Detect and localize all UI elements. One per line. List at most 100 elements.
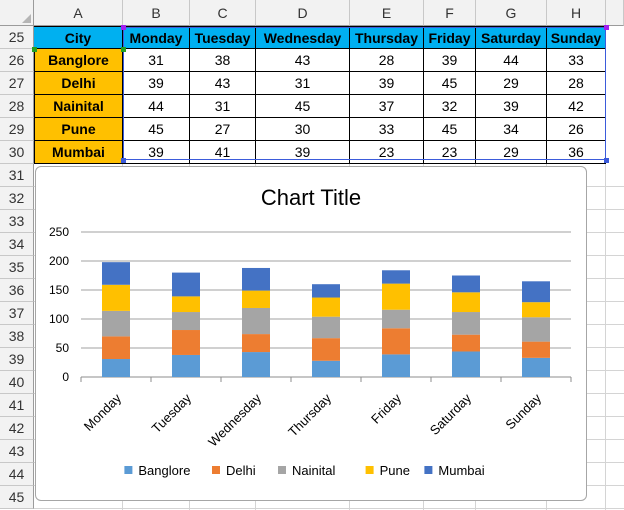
value-cell[interactable]: 30 [256, 118, 350, 141]
value-cell[interactable]: 28 [350, 49, 424, 72]
value-cell[interactable]: 26 [547, 118, 606, 141]
row-header-40[interactable]: 40 [0, 371, 34, 394]
column-header-h[interactable]: H [547, 0, 606, 26]
column-header-b[interactable]: B [123, 0, 190, 26]
header-cell-day[interactable]: Friday [424, 26, 476, 49]
bar-segment-banglore [452, 351, 480, 377]
legend-label: Mumbai [438, 463, 484, 478]
value-cell[interactable]: 32 [424, 95, 476, 118]
row-header-39[interactable]: 39 [0, 348, 34, 371]
value-cell[interactable]: 23 [424, 141, 476, 164]
column-header-next[interactable] [606, 0, 624, 26]
row-header-42[interactable]: 42 [0, 417, 34, 440]
value-cell[interactable]: 29 [476, 141, 547, 164]
value-cell[interactable]: 44 [123, 95, 190, 118]
city-cell[interactable]: Pune [34, 118, 123, 141]
value-cell[interactable]: 39 [424, 49, 476, 72]
value-cell[interactable]: 23 [350, 141, 424, 164]
row-header-34[interactable]: 34 [0, 233, 34, 256]
chart-area[interactable]: Chart Title 0 50 100 150 200 250 Monday Tuesday W… [35, 166, 587, 501]
range-handle-top-right[interactable] [604, 25, 609, 30]
row-header-28[interactable]: 28 [0, 95, 34, 118]
value-cell[interactable]: 39 [256, 141, 350, 164]
row-header-45[interactable]: 45 [0, 486, 34, 509]
column-header-f[interactable]: F [424, 0, 476, 26]
legend-swatch-nainital [278, 466, 286, 474]
column-header-e[interactable]: E [350, 0, 424, 26]
chart-title: Chart Title [261, 185, 361, 210]
bar-segment-mumbai [382, 270, 410, 284]
row-header-31[interactable]: 31 [0, 164, 34, 187]
x-tick-label: Saturday [427, 390, 475, 438]
value-cell[interactable]: 31 [190, 95, 256, 118]
value-cell[interactable]: 33 [350, 118, 424, 141]
row-header-26[interactable]: 26 [0, 49, 34, 72]
value-cell[interactable]: 36 [547, 141, 606, 164]
column-header-d[interactable]: D [256, 0, 350, 26]
value-cell[interactable]: 39 [123, 72, 190, 95]
row-header-29[interactable]: 29 [0, 118, 34, 141]
value-cell[interactable]: 33 [547, 49, 606, 72]
row-header-30[interactable]: 30 [0, 141, 34, 164]
bar-segment-mumbai [102, 262, 130, 285]
value-cell[interactable]: 39 [476, 95, 547, 118]
value-cell[interactable]: 44 [476, 49, 547, 72]
row-header-27[interactable]: 27 [0, 72, 34, 95]
y-tick-label: 100 [49, 312, 69, 326]
row-header-37[interactable]: 37 [0, 302, 34, 325]
row-header-32[interactable]: 32 [0, 187, 34, 210]
value-cell[interactable]: 45 [424, 118, 476, 141]
legend-swatch-delhi [212, 466, 220, 474]
city-cell[interactable]: Delhi [34, 72, 123, 95]
row-header-35[interactable]: 35 [0, 256, 34, 279]
row-header-38[interactable]: 38 [0, 325, 34, 348]
empty-row[interactable] [34, 486, 624, 509]
range-handle-bottom-left[interactable] [121, 158, 126, 163]
select-all-corner[interactable] [0, 0, 34, 26]
value-cell[interactable]: 29 [476, 72, 547, 95]
column-header-g[interactable]: G [476, 0, 547, 26]
bar-segment-mumbai [452, 275, 480, 293]
value-cell[interactable]: 41 [190, 141, 256, 164]
value-cell[interactable]: 37 [350, 95, 424, 118]
value-cell[interactable]: 45 [424, 72, 476, 95]
header-cell-day[interactable]: Monday [123, 26, 190, 49]
city-cell[interactable]: Nainital [34, 95, 123, 118]
range-handle-top-left[interactable] [121, 25, 126, 30]
city-cell[interactable]: Banglore [34, 49, 123, 72]
value-cell[interactable]: 34 [476, 118, 547, 141]
value-cell[interactable]: 31 [123, 49, 190, 72]
row-header-25[interactable]: 25 [0, 26, 34, 49]
header-cell-day[interactable]: Tuesday [190, 26, 256, 49]
column-header-a[interactable]: A [34, 0, 123, 26]
value-cell[interactable]: 28 [547, 72, 606, 95]
header-cell-day[interactable]: Thursday [350, 26, 424, 49]
value-cell[interactable]: 31 [256, 72, 350, 95]
row-header-44[interactable]: 44 [0, 463, 34, 486]
value-cell[interactable]: 39 [350, 72, 424, 95]
row-header-43[interactable]: 43 [0, 440, 34, 463]
range-handle-bottom-right[interactable] [604, 158, 609, 163]
value-cell[interactable]: 45 [123, 118, 190, 141]
bar-segment-pune [102, 284, 130, 311]
value-cell[interactable]: 27 [190, 118, 256, 141]
column-header-c[interactable]: C [190, 0, 256, 26]
header-cell-city[interactable]: City [34, 26, 123, 49]
value-cell[interactable]: 42 [547, 95, 606, 118]
value-cell[interactable]: 45 [256, 95, 350, 118]
category-range-handle[interactable] [32, 47, 37, 52]
value-cell[interactable]: 38 [190, 49, 256, 72]
bar-segment-pune [522, 302, 550, 318]
row-header-33[interactable]: 33 [0, 210, 34, 233]
header-cell-day[interactable]: Sunday [547, 26, 606, 49]
header-cell-day[interactable]: Saturday [476, 26, 547, 49]
value-cell[interactable]: 43 [256, 49, 350, 72]
y-tick-label: 0 [62, 370, 69, 384]
row-header-41[interactable]: 41 [0, 394, 34, 417]
row-header-36[interactable]: 36 [0, 279, 34, 302]
value-cell[interactable]: 39 [123, 141, 190, 164]
value-cell[interactable]: 43 [190, 72, 256, 95]
category-range-handle-right[interactable] [121, 47, 126, 52]
header-cell-day[interactable]: Wednesday [256, 26, 350, 49]
city-cell[interactable]: Mumbai [34, 141, 123, 164]
